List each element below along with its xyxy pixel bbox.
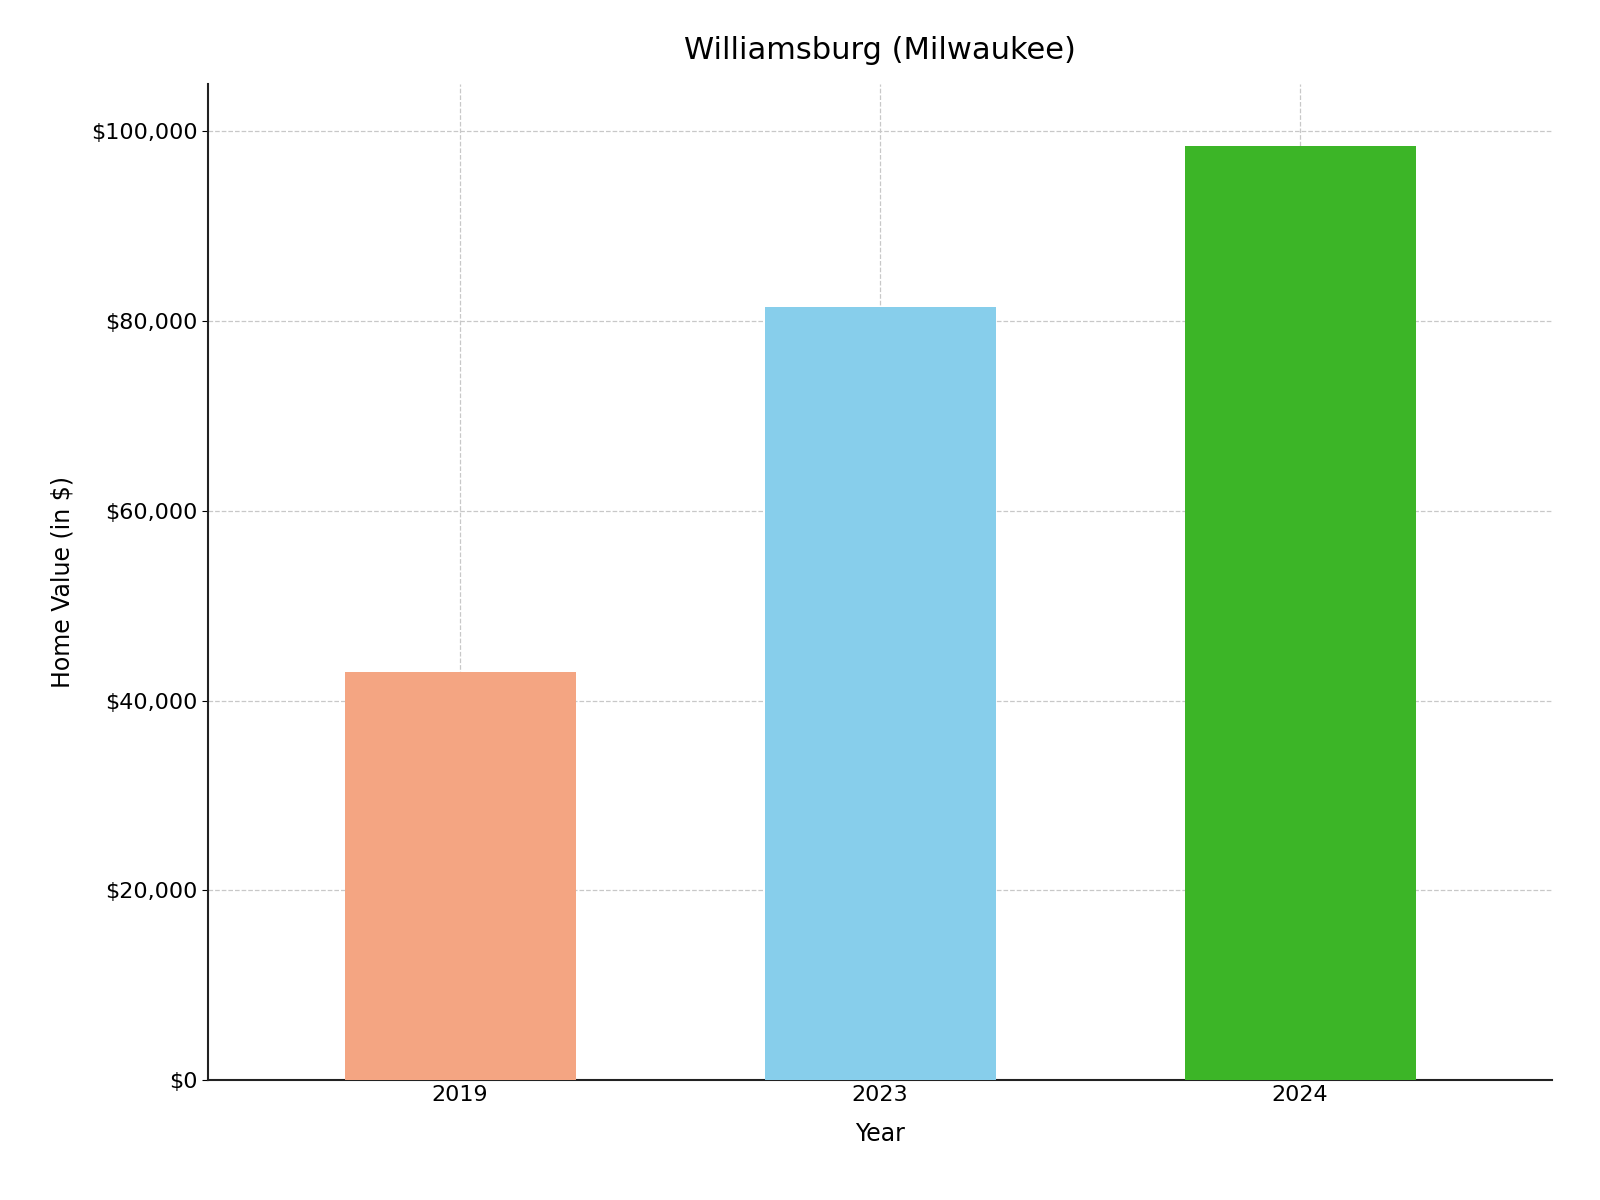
Bar	[1184, 145, 1416, 1080]
Bar	[344, 672, 576, 1080]
Y-axis label: Home Value (in $): Home Value (in $)	[50, 476, 74, 688]
Title: Williamsburg (Milwaukee): Williamsburg (Milwaukee)	[685, 36, 1075, 65]
X-axis label: Year: Year	[854, 1122, 906, 1146]
Bar	[765, 307, 995, 1080]
